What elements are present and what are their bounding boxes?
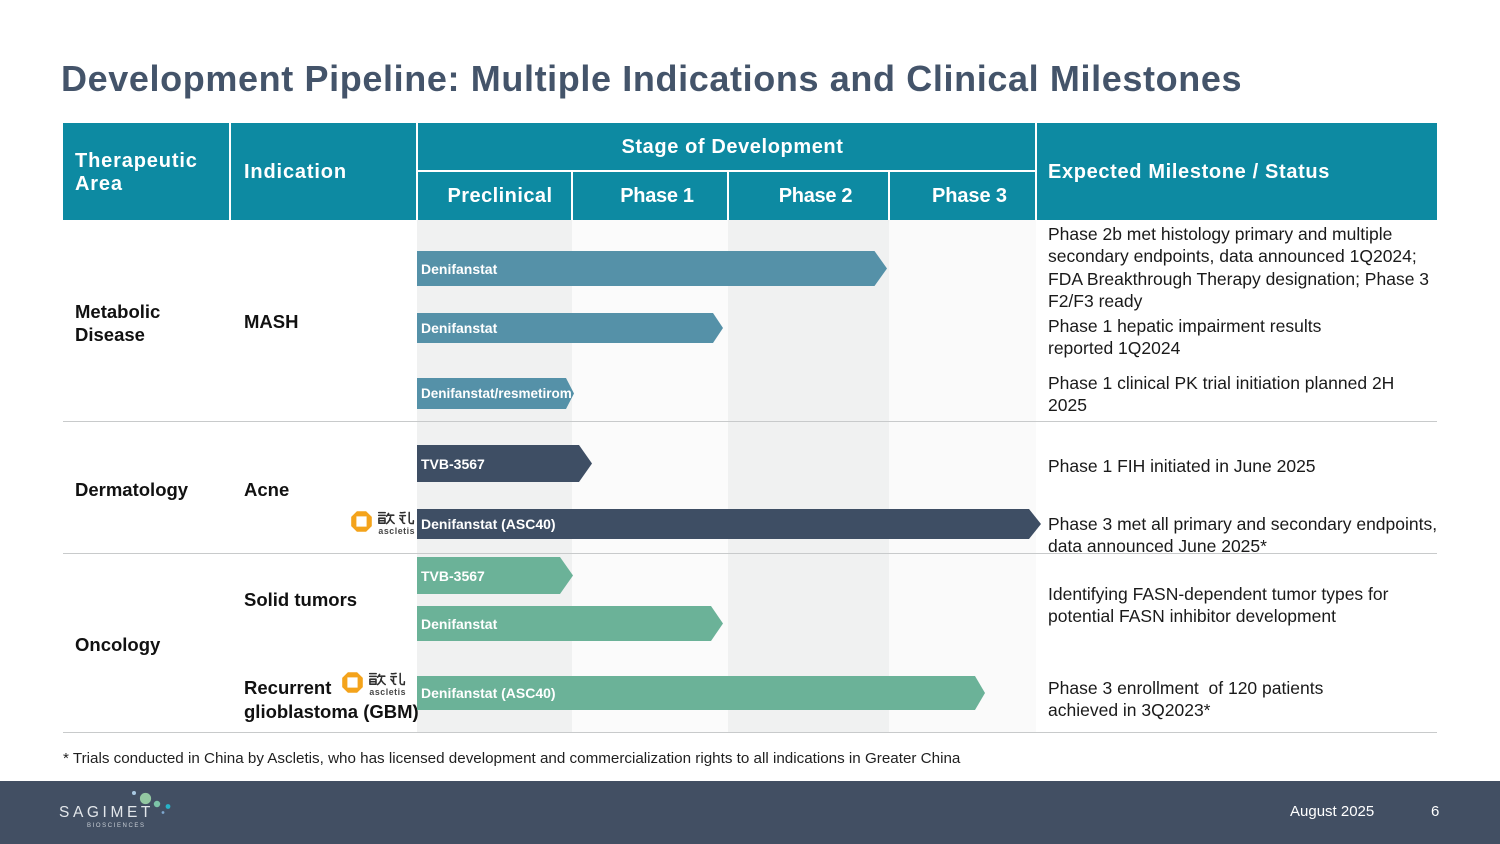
- svg-text:ascletis: ascletis: [378, 526, 415, 536]
- svg-text:ascletis: ascletis: [369, 687, 406, 697]
